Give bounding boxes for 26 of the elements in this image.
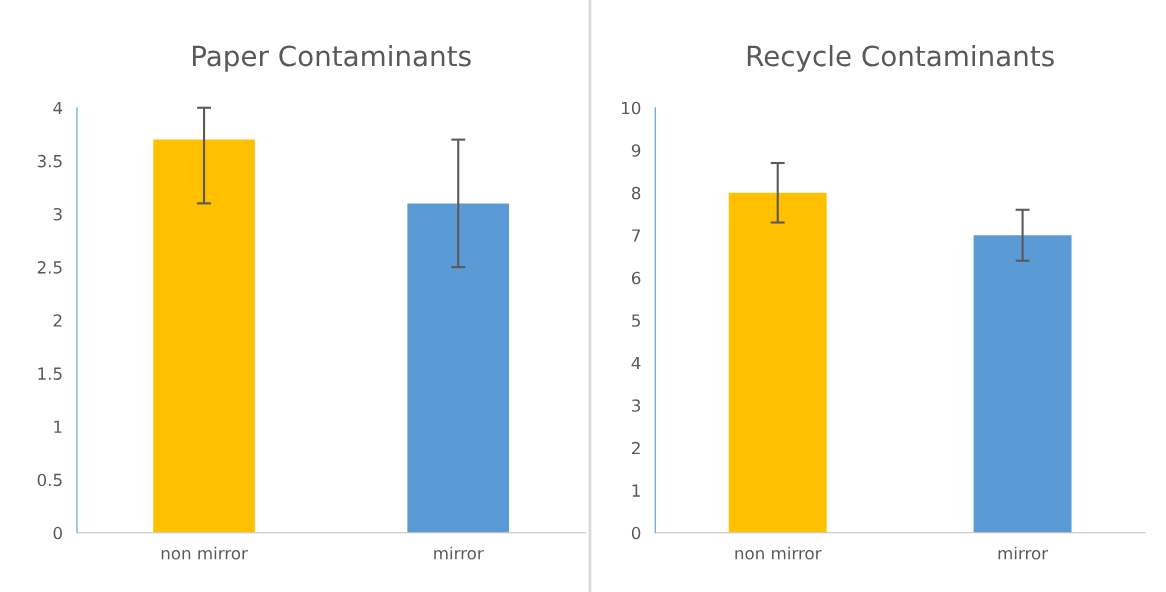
chart-title: Paper Contaminants (192, 44, 471, 72)
y-tick-label: 9 (631, 144, 641, 157)
y-tick-label: 10 (622, 101, 641, 115)
y-tick-label: 3 (632, 399, 641, 412)
chart-title: Recycle Contaminants (747, 44, 1054, 72)
y-tick-label: 8 (631, 186, 641, 200)
y-tick-label: 0 (53, 526, 62, 540)
x-tick-label: mirror (998, 546, 1049, 560)
y-tick-label: 3 (53, 207, 62, 221)
y-tick-label: 1 (632, 484, 640, 497)
y-tick-label: 6 (631, 271, 641, 285)
x-tick-label: non mirror (735, 546, 822, 560)
y-tick-label: 1 (54, 420, 62, 433)
y-tick-label: 5 (632, 314, 640, 327)
y-tick-label: 0.5 (37, 473, 62, 487)
y-tick-label: 2 (53, 314, 62, 327)
y-tick-label: 1.5 (38, 367, 62, 380)
y-tick-label: 4 (631, 356, 641, 370)
y-tick-label: 7 (632, 229, 640, 242)
y-tick-label: 0 (631, 526, 641, 540)
y-tick-label: 3.5 (37, 154, 62, 168)
x-tick-label: mirror (434, 546, 484, 560)
x-tick-label: non mirror (161, 546, 248, 560)
y-tick-label: 4 (53, 101, 63, 115)
y-tick-label: 2.5 (37, 261, 62, 274)
y-tick-label: 2 (632, 441, 640, 455)
